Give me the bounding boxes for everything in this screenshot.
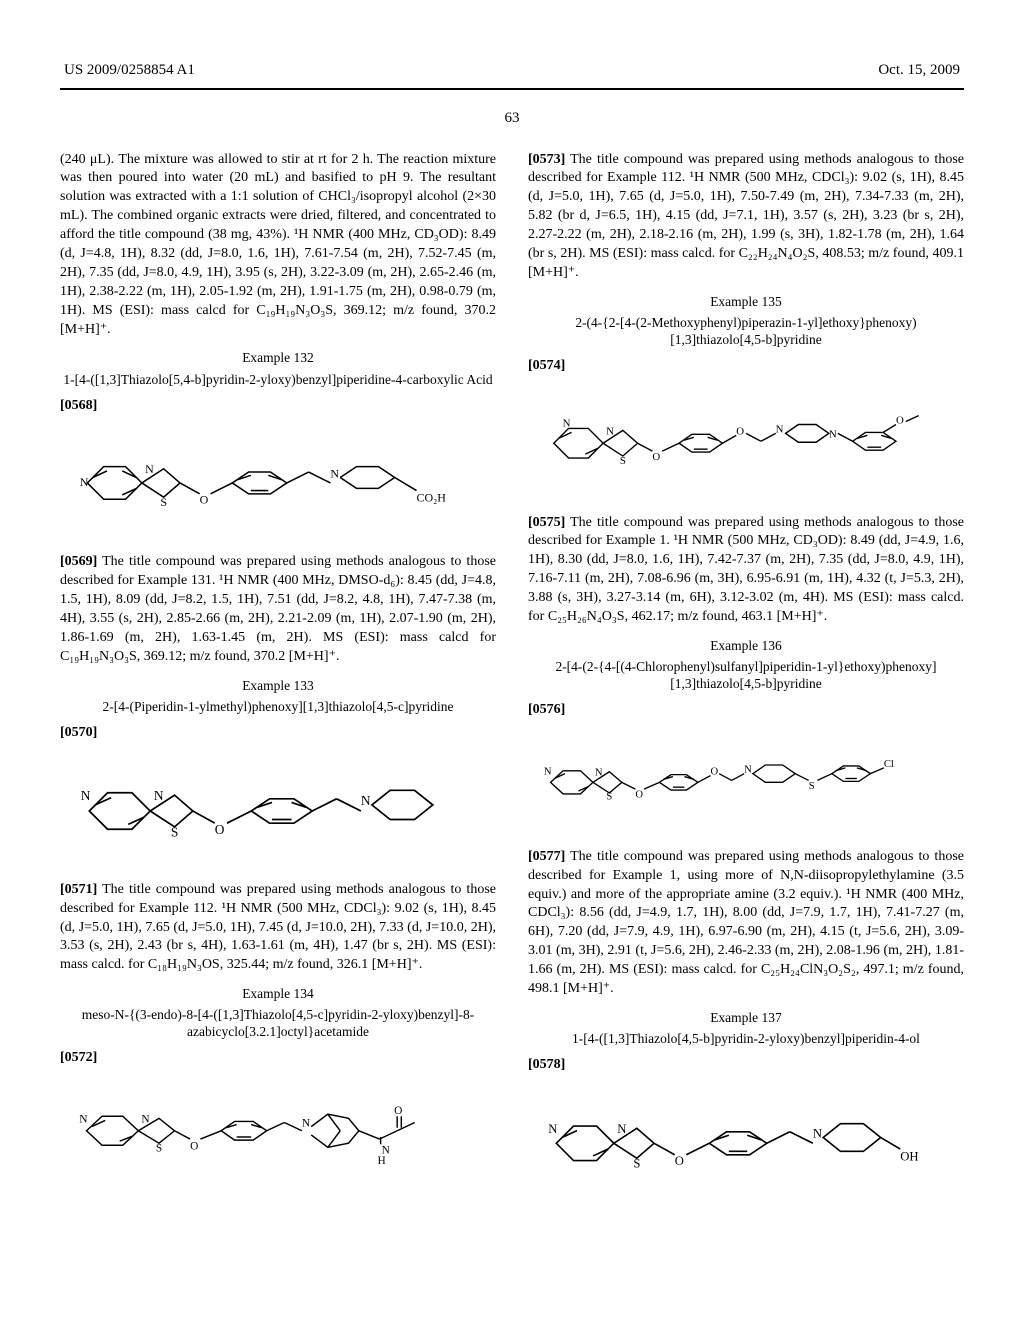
- svg-text:O: O: [675, 1154, 684, 1168]
- svg-text:N: N: [361, 793, 371, 808]
- page-header: US 2009/0258854 A1 Oct. 15, 2009: [60, 60, 964, 80]
- body-text: The title compound was prepared using me…: [528, 515, 964, 624]
- svg-text:O: O: [710, 767, 718, 778]
- svg-text:N: N: [595, 768, 603, 779]
- example-title: 2-(4-{2-[4-(2-Methoxyphenyl)piperazin-1-…: [528, 315, 964, 349]
- svg-text:N: N: [606, 426, 614, 438]
- svg-text:O: O: [394, 1105, 402, 1117]
- svg-text:O: O: [215, 822, 225, 837]
- svg-text:N: N: [548, 1122, 557, 1136]
- svg-text:O: O: [635, 790, 643, 801]
- body-text: The title compound was prepared using me…: [60, 882, 496, 973]
- header-rule: [60, 88, 964, 90]
- example-title: 2-[4-(2-{4-[(4-Chlorophenyl)sulfanyl]pip…: [528, 659, 964, 693]
- structure-svg: N N S O O N S: [539, 739, 953, 826]
- chemical-structure: N N S O N: [60, 423, 496, 543]
- paragraph-number: [0575]: [528, 515, 565, 530]
- paragraph-number: [0572]: [60, 1049, 496, 1068]
- svg-text:S: S: [620, 455, 626, 467]
- body-text: The title compound was prepared using me…: [528, 849, 964, 996]
- svg-text:N: N: [145, 463, 154, 477]
- example-title: 1-[4-([1,3]Thiazolo[5,4-b]pyridin-2-ylox…: [60, 372, 496, 389]
- example-label: Example 137: [528, 1009, 964, 1027]
- example-body: [0573] The title compound was prepared u…: [528, 151, 964, 283]
- patent-number: US 2009/0258854 A1: [64, 60, 195, 80]
- example-label: Example 133: [60, 677, 496, 695]
- svg-text:H: H: [377, 1155, 385, 1167]
- left-column: (240 μL). The mixture was allowed to sti…: [60, 151, 496, 1213]
- paragraph-number: [0577]: [528, 849, 565, 864]
- svg-text:N: N: [154, 788, 164, 803]
- example-title: 1-[4-([1,3]Thiazolo[4,5-b]pyridin-2-ylox…: [528, 1031, 964, 1048]
- svg-text:O: O: [896, 415, 904, 427]
- right-column: [0573] The title compound was prepared u…: [528, 151, 964, 1213]
- patent-date: Oct. 15, 2009: [878, 60, 960, 80]
- paragraph-number: [0578]: [528, 1056, 964, 1075]
- continuation-paragraph: (240 μL). The mixture was allowed to sti…: [60, 151, 496, 340]
- example-title: 2-[4-(Piperidin-1-ylmethyl)phenoxy][1,3]…: [60, 699, 496, 716]
- structure-svg: N N S O O N N: [539, 389, 953, 497]
- svg-text:CO₂H: CO₂H: [416, 491, 446, 505]
- structure-svg: N N S O N OH: [539, 1080, 953, 1207]
- svg-text:N: N: [80, 476, 89, 490]
- svg-text:N: N: [829, 429, 837, 441]
- svg-text:N: N: [81, 788, 91, 803]
- page-number: 63: [60, 108, 964, 128]
- paragraph-number: [0569]: [60, 554, 97, 569]
- svg-text:S: S: [156, 1143, 162, 1155]
- svg-text:N: N: [141, 1114, 149, 1126]
- svg-text:N: N: [302, 1118, 310, 1130]
- paragraph-number: [0570]: [60, 724, 496, 743]
- svg-text:S: S: [633, 1156, 640, 1170]
- body-text: The title compound was prepared using me…: [60, 554, 496, 663]
- example-label: Example 132: [60, 349, 496, 367]
- svg-text:S: S: [809, 782, 815, 793]
- svg-text:N: N: [617, 1122, 626, 1136]
- svg-text:S: S: [606, 792, 612, 803]
- example-title: meso-N-{(3-endo)-8-[4-([1,3]Thiazolo[4,5…: [60, 1007, 496, 1041]
- structure-svg: N N S O N: [71, 423, 485, 543]
- paragraph-number: [0573]: [528, 152, 565, 167]
- svg-text:N: N: [813, 1126, 822, 1140]
- example-label: Example 134: [60, 985, 496, 1003]
- svg-text:N: N: [330, 467, 339, 481]
- svg-text:O: O: [652, 451, 660, 463]
- chemical-structure: N N S O O N S: [528, 728, 964, 838]
- two-column-layout: (240 μL). The mixture was allowed to sti…: [60, 151, 964, 1213]
- chemical-structure: N N S O O N N: [528, 384, 964, 504]
- example-body: [0577] The title compound was prepared u…: [528, 848, 964, 999]
- svg-text:S: S: [160, 495, 167, 509]
- svg-text:O: O: [200, 493, 209, 507]
- paragraph-number: [0576]: [528, 701, 964, 720]
- svg-text:Cl: Cl: [884, 759, 894, 770]
- paragraph-number: [0568]: [60, 397, 496, 416]
- svg-text:O: O: [190, 1141, 198, 1153]
- example-label: Example 135: [528, 293, 964, 311]
- body-text: The title compound was prepared using me…: [528, 152, 964, 280]
- svg-text:N: N: [544, 767, 552, 778]
- chemical-structure: N N S O N OH: [528, 1083, 964, 1203]
- chemical-structure: N N S O N: [60, 751, 496, 871]
- example-body: [0575] The title compound was prepared u…: [528, 514, 964, 627]
- svg-text:OH: OH: [900, 1149, 918, 1163]
- example-label: Example 136: [528, 637, 964, 655]
- structure-svg: N N S O N: [71, 1079, 485, 1183]
- example-body: [0571] The title compound was prepared u…: [60, 881, 496, 975]
- paragraph-number: [0574]: [528, 357, 964, 376]
- svg-text:S: S: [171, 824, 178, 839]
- svg-text:N: N: [744, 765, 752, 776]
- svg-text:O: O: [736, 426, 744, 438]
- example-body: [0569] The title compound was prepared u…: [60, 553, 496, 666]
- structure-svg: N N S O N: [71, 744, 485, 878]
- svg-text:N: N: [79, 1114, 87, 1126]
- svg-text:N: N: [776, 424, 784, 436]
- chemical-structure: N N S O N: [60, 1076, 496, 1186]
- svg-text:N: N: [563, 418, 571, 430]
- paragraph-number: [0571]: [60, 882, 97, 897]
